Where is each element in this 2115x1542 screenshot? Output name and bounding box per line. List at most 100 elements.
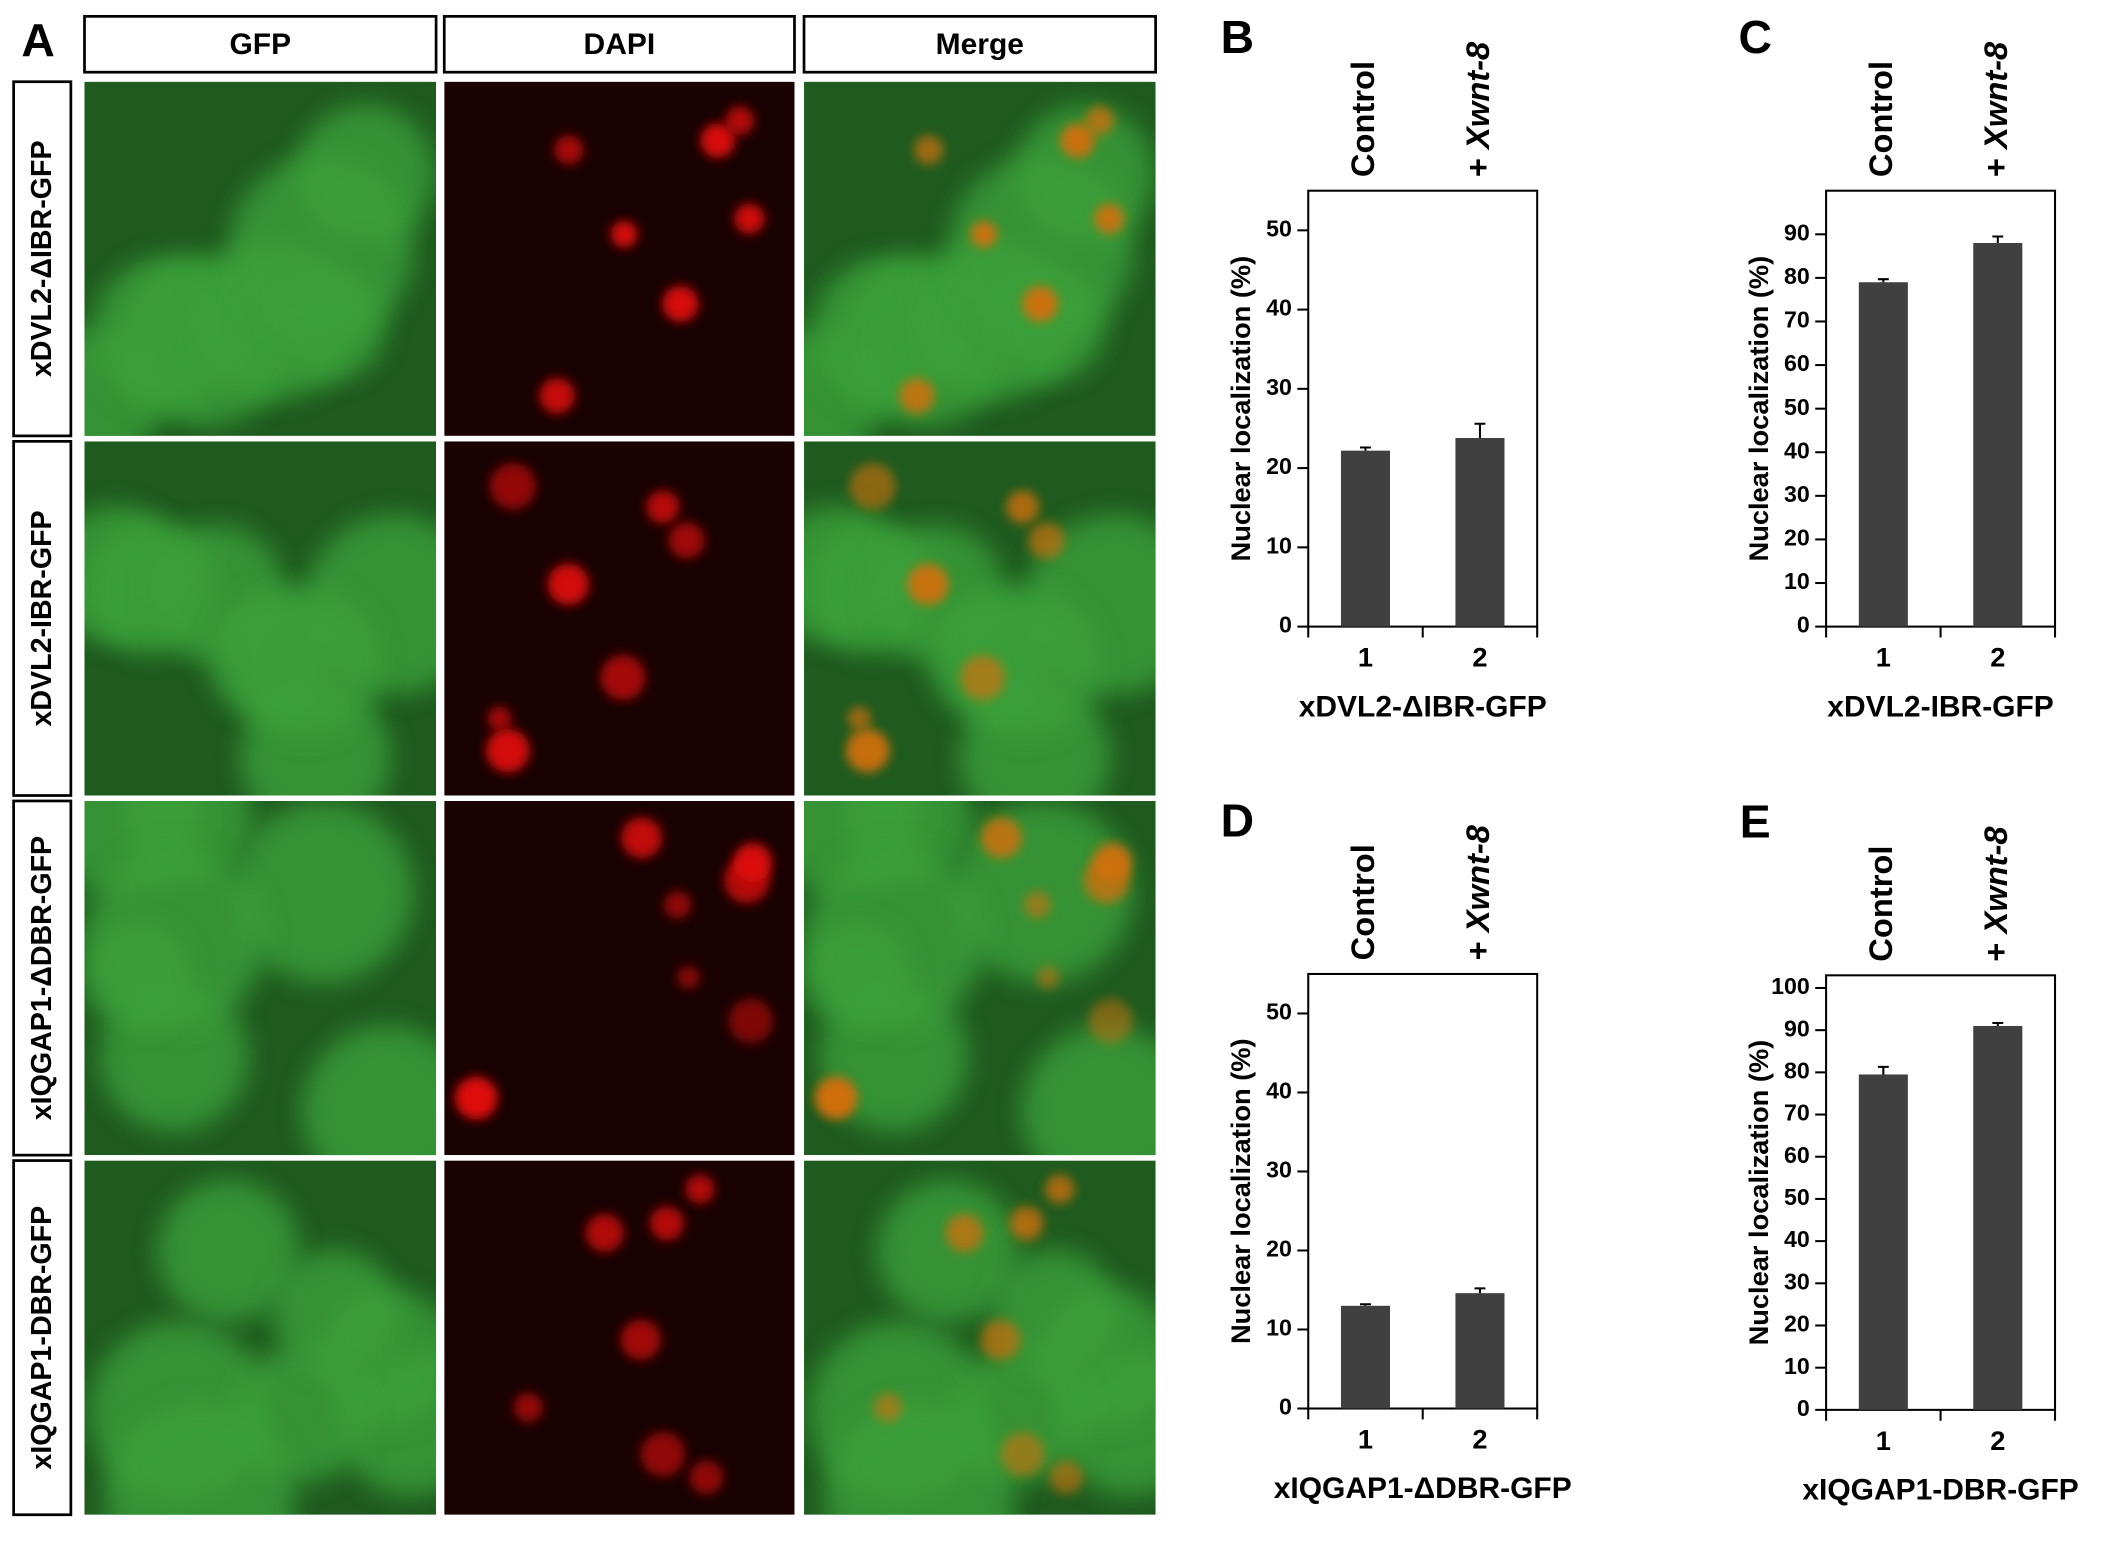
cell xyxy=(1021,1025,1156,1156)
bar xyxy=(1973,1025,2023,1410)
y-tick-label: 10 xyxy=(1266,1315,1292,1341)
y-tick-label: 70 xyxy=(1784,1100,1810,1126)
x-tick-label: 1 xyxy=(1876,1425,1891,1456)
nucleus xyxy=(600,655,646,701)
x-tick-label: 2 xyxy=(1990,642,2005,673)
y-tick-label: 100 xyxy=(1771,973,1810,999)
y-tick-label: 40 xyxy=(1266,295,1292,321)
micrograph xyxy=(444,81,795,436)
bar xyxy=(1340,1305,1391,1409)
cell xyxy=(104,1401,296,1515)
micrograph-content xyxy=(804,1160,1156,1515)
nucleus xyxy=(960,655,1006,701)
annotation-part: Xwnt-8 xyxy=(1459,41,1496,151)
nucleus xyxy=(728,998,774,1044)
micrograph-content xyxy=(84,81,437,436)
column-header-box xyxy=(83,14,438,74)
nucleus xyxy=(1000,1432,1045,1477)
x-tick-label: 1 xyxy=(1358,642,1373,673)
nucleus xyxy=(849,463,896,510)
row-label: xIQGAP1-ΔDBR-GFP xyxy=(26,836,58,1120)
nucleus xyxy=(646,490,680,524)
y-tick-label: 80 xyxy=(1784,1057,1810,1083)
micrograph-content xyxy=(804,441,1156,796)
y-tick-label: 80 xyxy=(1784,263,1810,289)
error-bar xyxy=(1877,1065,1889,1075)
micrograph-content xyxy=(804,800,1156,1156)
y-axis-label: Nuclear localization (%) xyxy=(1225,256,1256,562)
cell xyxy=(229,156,415,341)
nucleus xyxy=(487,706,512,731)
column-header: GFP xyxy=(229,28,291,61)
nucleus xyxy=(621,817,662,859)
cell xyxy=(302,1025,437,1156)
nucleus xyxy=(907,563,949,606)
micrograph-content xyxy=(444,441,795,796)
y-tick-label: 30 xyxy=(1784,481,1810,507)
y-tick-label: 30 xyxy=(1784,1268,1810,1294)
x-axis-label: xDVL2-IBR-GFP xyxy=(1827,690,2054,723)
error-bar xyxy=(1992,1021,2004,1026)
row-label-box xyxy=(12,439,73,797)
annotation-part: Xwnt-8 xyxy=(1976,826,2013,936)
y-tick-label: 20 xyxy=(1266,453,1292,479)
annotation: + Xwnt-8 xyxy=(1976,826,2013,962)
y-tick-label: 50 xyxy=(1266,999,1292,1025)
micrograph xyxy=(804,441,1156,796)
micrograph xyxy=(804,800,1156,1156)
y-tick-label: 40 xyxy=(1784,1226,1810,1252)
micrograph xyxy=(84,1160,437,1515)
nucleus xyxy=(1094,203,1125,234)
annotation-part: Xwnt-8 xyxy=(1459,824,1496,934)
column-header: Merge xyxy=(936,28,1024,61)
column-header-box xyxy=(442,14,796,74)
cell xyxy=(157,1179,300,1322)
x-tick-label: 1 xyxy=(1876,642,1891,673)
cell xyxy=(992,1249,1118,1376)
annotation-part: + xyxy=(1459,158,1496,177)
nucleus xyxy=(970,220,998,248)
nucleus xyxy=(980,1319,1021,1360)
micrograph xyxy=(84,800,437,1156)
x-axis-label: xDVL2-ΔIBR-GFP xyxy=(1299,690,1547,723)
y-tick-label: 10 xyxy=(1266,532,1292,558)
nucleus xyxy=(1085,106,1114,135)
micrograph xyxy=(804,81,1156,436)
nucleus xyxy=(685,1174,715,1204)
nucleus xyxy=(734,203,765,234)
y-axis-label: Nuclear localization (%) xyxy=(1743,1040,1774,1346)
panel-label: A xyxy=(21,14,54,66)
cell xyxy=(232,801,414,983)
nucleus xyxy=(1088,998,1133,1044)
micrograph xyxy=(84,81,437,436)
annotation: Control xyxy=(1344,61,1381,177)
error-bar xyxy=(1992,235,2004,244)
bar xyxy=(1340,450,1391,627)
micrograph xyxy=(444,1160,795,1515)
nucleus xyxy=(677,966,700,989)
column-header: DAPI xyxy=(584,28,656,61)
error-bar xyxy=(1360,1303,1371,1306)
micrograph-content xyxy=(444,1160,795,1515)
nucleus xyxy=(981,817,1022,859)
annotation-part: + xyxy=(1976,158,2013,177)
nucleus xyxy=(547,563,589,606)
cell xyxy=(804,919,911,1030)
micrograph xyxy=(444,441,795,796)
nucleus xyxy=(610,220,638,248)
nucleus xyxy=(914,135,944,165)
y-tick-label: 90 xyxy=(1784,219,1810,245)
micrograph xyxy=(444,800,795,1156)
nucleus xyxy=(513,1393,543,1422)
panel-label: C xyxy=(1739,11,1772,63)
y-axis-label: Nuclear localization (%) xyxy=(1225,1038,1256,1344)
micrograph-content xyxy=(804,81,1156,436)
x-axis-label: xIQGAP1-DBR-GFP xyxy=(1802,1474,2078,1507)
nucleus xyxy=(814,1076,858,1120)
column-header-box xyxy=(802,14,1157,74)
micrograph-content xyxy=(444,81,795,436)
nucleus xyxy=(620,1319,661,1360)
y-tick-label: 20 xyxy=(1266,1236,1292,1262)
nucleus xyxy=(1093,843,1132,882)
nucleus xyxy=(489,463,536,510)
